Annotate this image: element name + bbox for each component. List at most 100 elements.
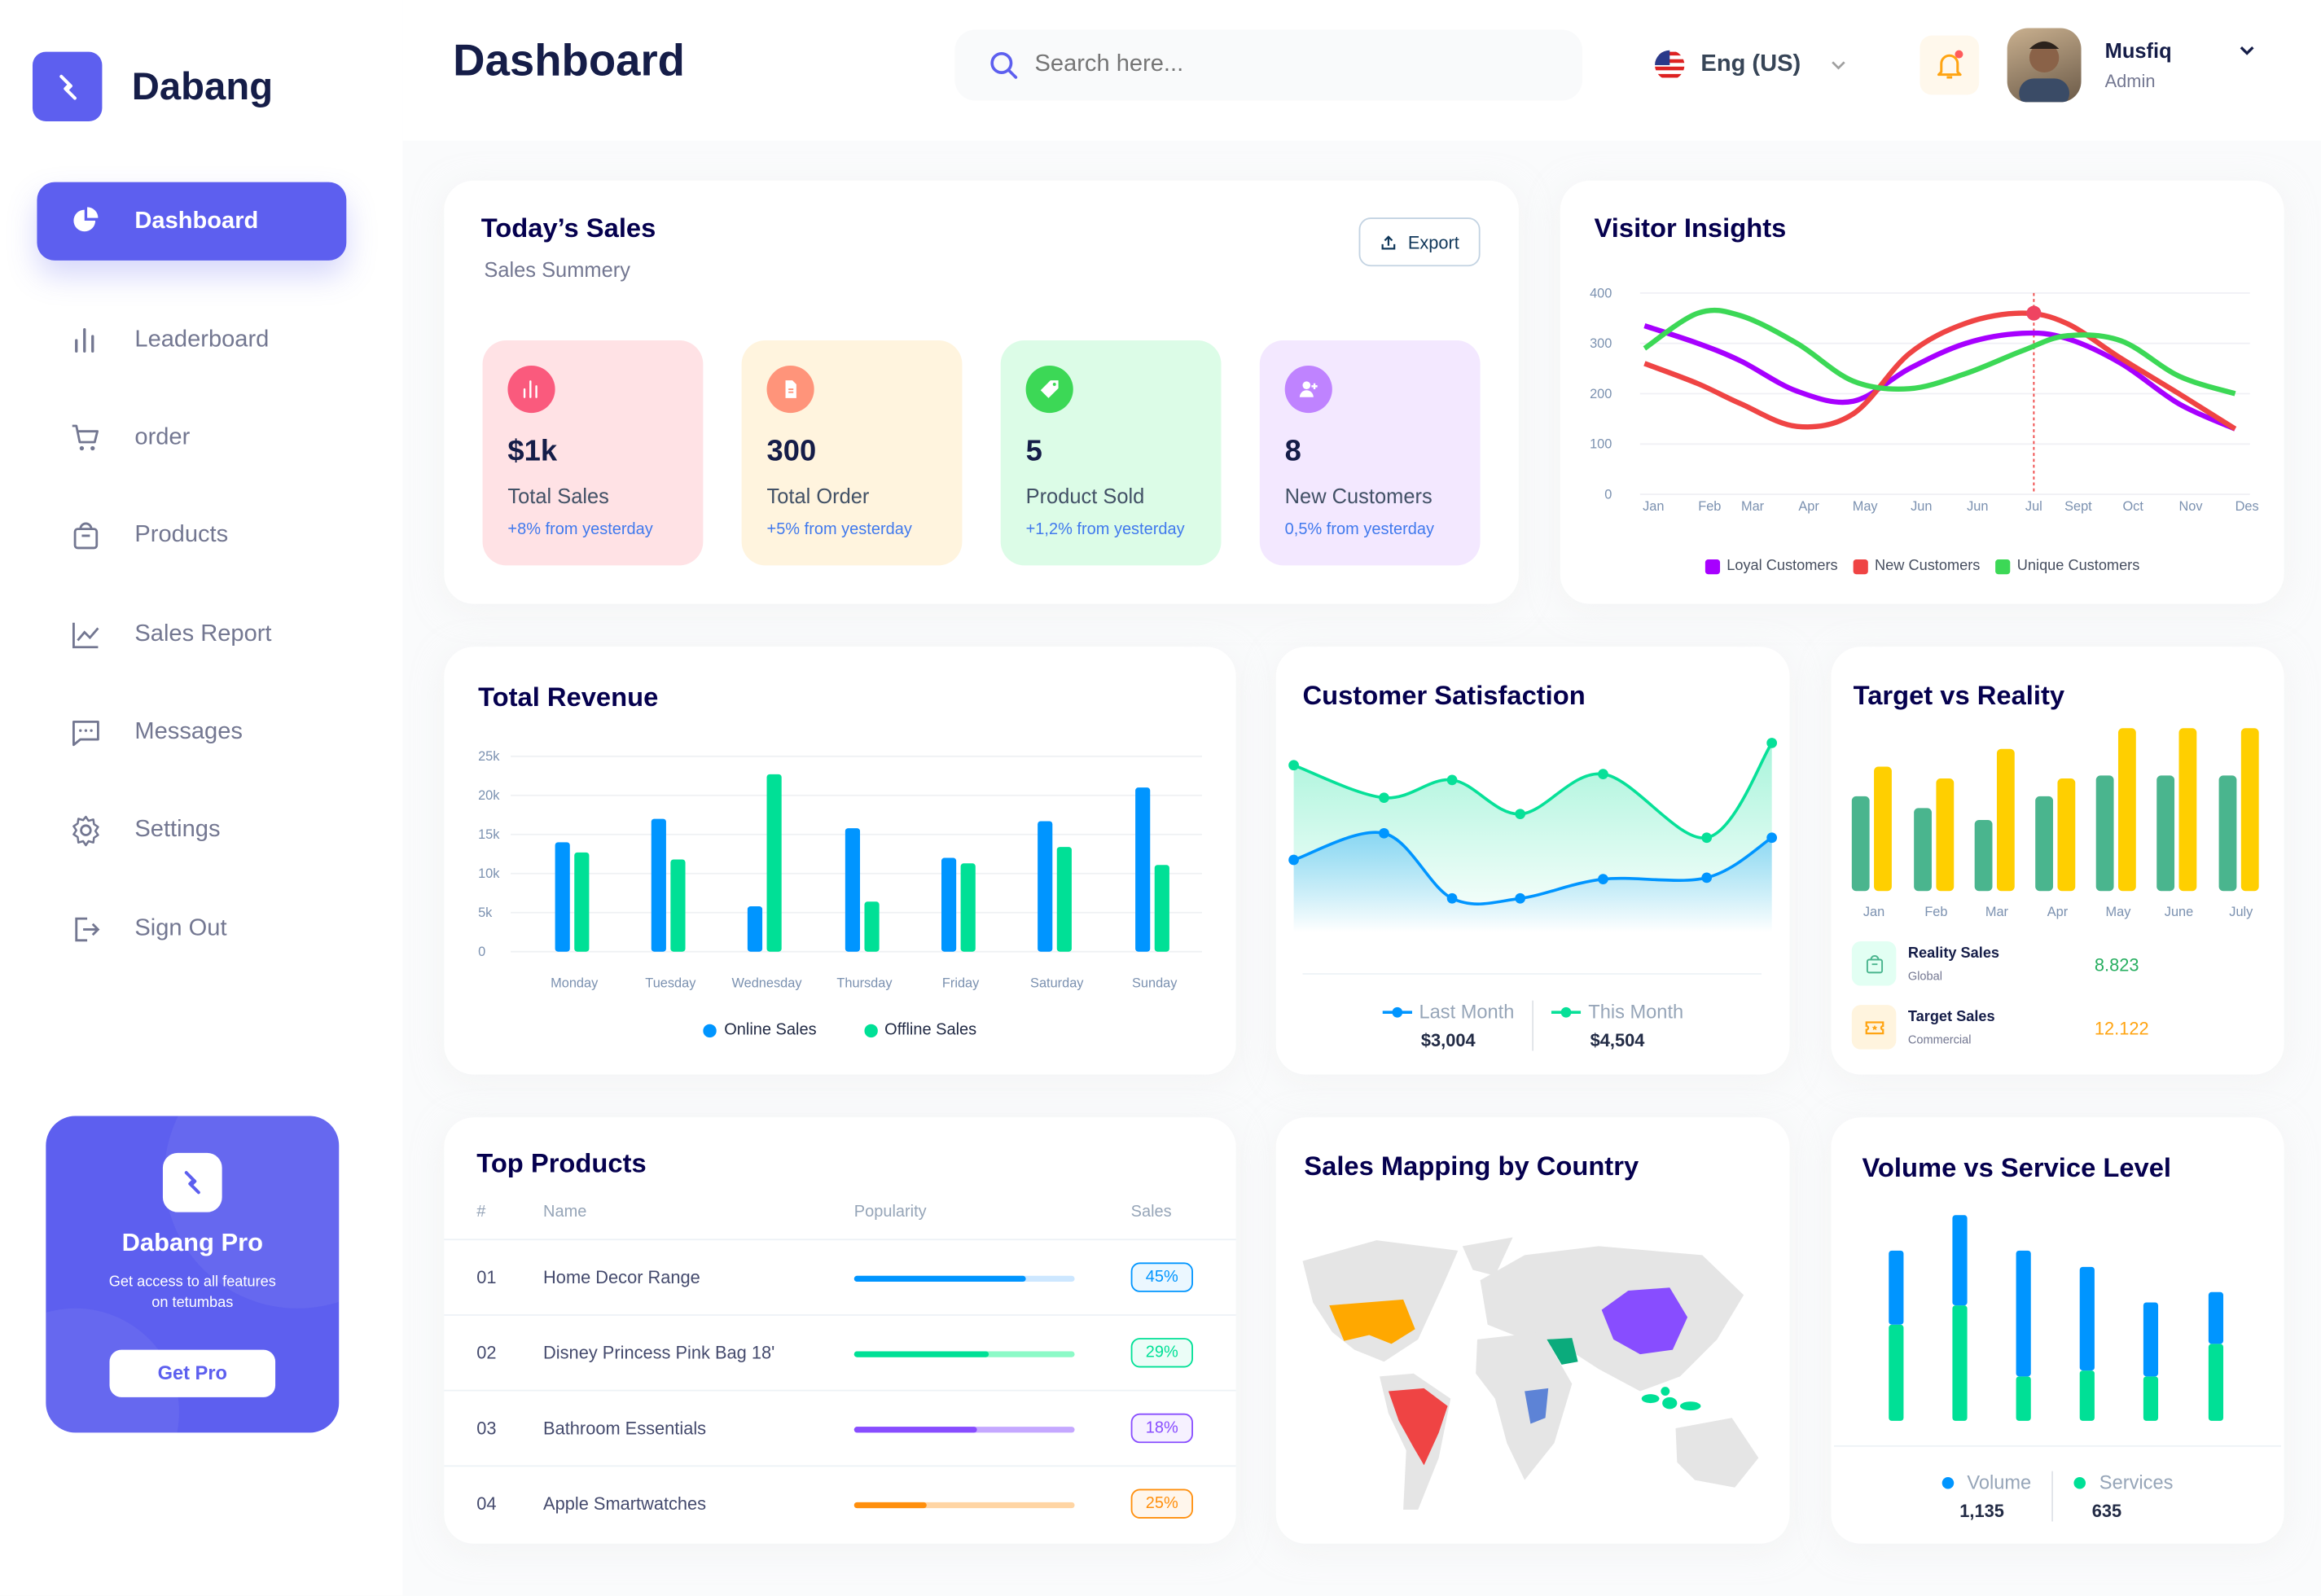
data-point[interactable] (1288, 854, 1299, 866)
stat-value: 8 (1284, 435, 1301, 468)
bar-offline-sales[interactable] (1154, 865, 1169, 952)
bar-online-sales[interactable] (845, 828, 861, 952)
data-point[interactable] (1598, 769, 1608, 779)
region-congo[interactable] (1525, 1388, 1549, 1424)
bar-reality-sales[interactable] (1851, 796, 1870, 892)
bar-online-sales[interactable] (555, 842, 570, 952)
sidebar-item-messages[interactable]: Messages (37, 693, 346, 771)
bar-target-sales[interactable] (2178, 728, 2197, 892)
sidebar-item-sign-out[interactable]: Sign Out (37, 889, 346, 967)
bar-reality-sales[interactable] (1914, 808, 1932, 892)
bar-services[interactable] (2079, 1370, 2095, 1421)
legend-item[interactable]: This Month $4,504 (1533, 1000, 1701, 1050)
bar-online-sales[interactable] (941, 857, 957, 952)
legend-item[interactable]: Last Month $3,004 (1364, 1000, 1534, 1051)
bar-volume[interactable] (2208, 1291, 2224, 1344)
table-row[interactable]: 01 Home Decor Range 45% (444, 1239, 1236, 1314)
sidebar-item-leaderboard[interactable]: Leaderboard (37, 300, 346, 379)
bar-reality-sales[interactable] (2156, 775, 2175, 892)
notification-button[interactable] (1920, 35, 1980, 95)
region-usa[interactable] (1329, 1299, 1415, 1344)
region-indonesia[interactable] (1641, 1387, 1701, 1411)
sidebar-item-sales-report[interactable]: Sales Report (37, 595, 346, 673)
bar-reality-sales[interactable] (2035, 796, 2054, 892)
sidebar-item-order[interactable]: order (37, 398, 346, 476)
search-input[interactable] (1034, 51, 1509, 79)
data-point[interactable] (1515, 809, 1526, 820)
bar-target-sales[interactable] (1874, 766, 1892, 892)
bar-offline-sales[interactable] (864, 901, 880, 952)
avatar[interactable] (2007, 28, 2082, 103)
table-row[interactable]: 04 Apple Smartwatches 25% (444, 1465, 1236, 1541)
cart-icon (72, 423, 99, 450)
bar-services[interactable] (2016, 1376, 2031, 1421)
bar-target-sales[interactable] (1996, 748, 2015, 892)
bar-target-sales[interactable] (2117, 728, 2136, 892)
get-pro-button[interactable]: Get Pro (109, 1349, 276, 1397)
data-point[interactable] (1379, 827, 1389, 839)
bar-services[interactable] (1889, 1324, 1904, 1421)
legend-label: This Month (1588, 1000, 1684, 1023)
bar-offline-sales[interactable] (670, 859, 686, 952)
data-point[interactable] (1446, 774, 1458, 786)
bar-reality-sales[interactable] (2095, 775, 2114, 892)
bar-offline-sales[interactable] (574, 852, 590, 952)
data-point[interactable] (1379, 792, 1389, 804)
table-row[interactable]: 03 Bathroom Essentials 18% (444, 1389, 1236, 1466)
legend-item[interactable]: Loyal Customers (1704, 558, 1838, 574)
bar-online-sales[interactable] (1038, 821, 1053, 952)
bar-online-sales[interactable] (747, 906, 763, 952)
bar-online-sales[interactable] (1135, 787, 1151, 952)
search-box[interactable] (954, 29, 1583, 101)
data-point[interactable] (1446, 892, 1458, 904)
bar-services[interactable] (2143, 1376, 2159, 1421)
bar-volume[interactable] (2016, 1250, 2031, 1377)
world-map[interactable] (1276, 1117, 1790, 1543)
legend-item[interactable]: Unique Customers (1994, 558, 2139, 574)
bar-volume[interactable] (2143, 1302, 2159, 1377)
language-selector[interactable]: Eng (US) (1653, 49, 1848, 81)
x-tick-label: Tuesday (645, 976, 696, 990)
bar-offline-sales[interactable] (1056, 847, 1072, 952)
data-point[interactable] (1701, 872, 1713, 884)
legend-item[interactable]: New Customers (1852, 558, 1980, 574)
export-button[interactable]: Export (1358, 217, 1481, 267)
data-point[interactable] (1701, 832, 1713, 844)
bar-reality-sales[interactable] (1974, 819, 1993, 892)
logo-icon[interactable] (32, 51, 103, 122)
data-point[interactable] (1766, 832, 1778, 844)
bar-offline-sales[interactable] (766, 774, 782, 952)
data-point[interactable] (1766, 738, 1778, 748)
bar-offline-sales[interactable] (960, 863, 976, 952)
legend-value: 1,135 (1959, 1501, 2004, 1522)
bar-services[interactable] (2208, 1344, 2224, 1421)
legend-item[interactable]: Volume 1,135 (1921, 1471, 2054, 1522)
africa (1476, 1331, 1573, 1480)
bar-target-sales[interactable] (2240, 728, 2259, 892)
data-point[interactable] (1288, 760, 1299, 771)
region-saudi-arabia[interactable] (1547, 1338, 1578, 1365)
bar-target-sales[interactable] (2057, 778, 2076, 892)
bar-volume[interactable] (1889, 1250, 1904, 1325)
table-row[interactable]: 02 Disney Princess Pink Bag 18' 29% (444, 1314, 1236, 1390)
sidebar-item-label: Settings (134, 816, 221, 842)
user-menu-chevron-icon[interactable] (2236, 40, 2257, 60)
bar-reality-sales[interactable] (2218, 775, 2237, 892)
data-point[interactable] (1598, 874, 1608, 885)
data-point[interactable] (1515, 892, 1526, 904)
sidebar-item-dashboard[interactable]: Dashboard (37, 182, 347, 261)
sidebar-item-settings[interactable]: Settings (37, 791, 346, 869)
bar-volume[interactable] (2079, 1266, 2095, 1371)
bar-online-sales[interactable] (651, 818, 666, 952)
sidebar-item-products[interactable]: Products (37, 496, 346, 574)
bar-services[interactable] (1952, 1305, 1968, 1421)
legend-item[interactable]: Services 635 (2053, 1471, 2193, 1521)
legend-item[interactable]: Offline Sales (863, 1021, 976, 1039)
highlight-point[interactable] (2026, 305, 2042, 321)
legend-name: Target Sales (1907, 1009, 1995, 1026)
bar-target-sales[interactable] (1936, 778, 1955, 892)
bar-volume[interactable] (1952, 1215, 1968, 1306)
region-brazil[interactable] (1388, 1388, 1448, 1466)
region-china[interactable] (1601, 1287, 1688, 1355)
legend-item[interactable]: Online Sales (703, 1021, 817, 1039)
